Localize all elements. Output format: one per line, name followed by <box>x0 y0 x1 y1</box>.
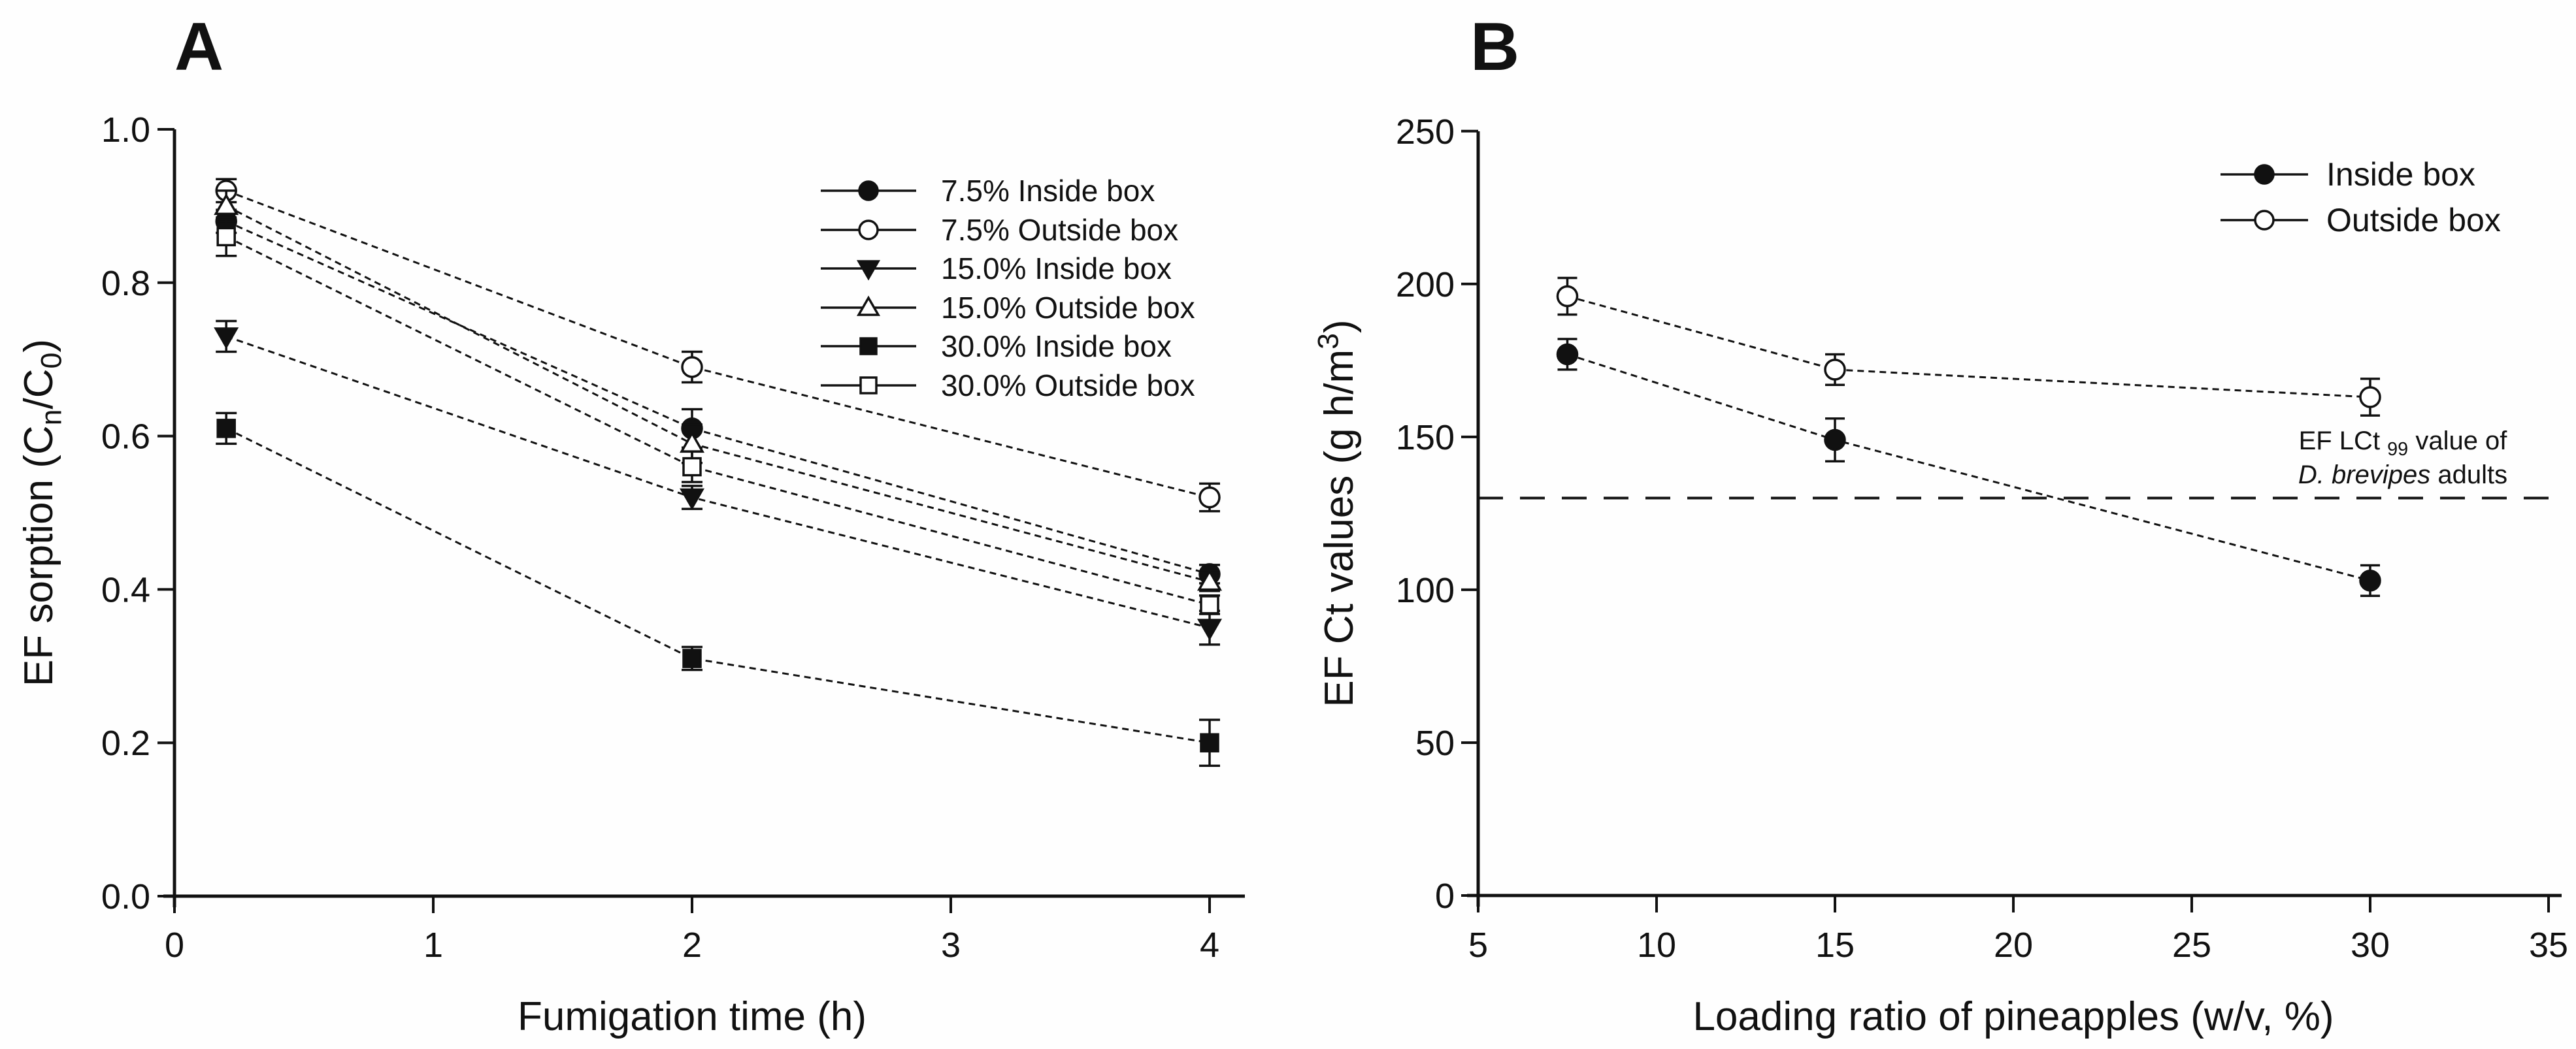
series-inside-box <box>1556 338 2381 598</box>
ref-line-annotation-line1: EF LCt 99 value of <box>2299 427 2508 460</box>
legend-item: Outside box <box>2221 202 2501 238</box>
x-tick-label: 4 <box>1200 926 1219 965</box>
y-tick-label: 250 <box>1396 112 1455 152</box>
data-point-marker <box>1197 569 1223 591</box>
data-point-marker <box>1200 595 1219 615</box>
data-point-marker <box>682 457 702 477</box>
data-point-marker <box>1197 619 1223 641</box>
data-point-marker <box>2359 570 2381 592</box>
ref-line-annotation-line2: D. brevipes adults <box>2298 460 2507 489</box>
legend-marker-circle-filled <box>2254 164 2275 185</box>
y-tick-label: 150 <box>1396 418 1455 457</box>
y-tick-label: 100 <box>1396 571 1455 610</box>
x-tick-label: 2 <box>682 926 702 965</box>
x-axis-title: Loading ratio of pineapples (w/v, %) <box>1693 994 2334 1039</box>
y-tick-label: 1.0 <box>101 110 150 150</box>
data-point-marker <box>2359 386 2381 408</box>
legend-item: 15.0% Inside box <box>821 251 1172 285</box>
y-tick-label: 0.4 <box>101 570 150 609</box>
x-tick-label: 1 <box>423 926 443 965</box>
legend-label: 7.5% Inside box <box>941 174 1155 208</box>
legend-marker-circle-open <box>2254 210 2275 231</box>
panel-letter: A <box>174 9 223 85</box>
x-axis-title: Fumigation time (h) <box>518 994 867 1039</box>
y-tick-label: 0 <box>1435 877 1455 916</box>
legend-label: 30.0% Inside box <box>941 329 1172 363</box>
series-line <box>1567 295 2371 398</box>
y-tick-label: 50 <box>1415 724 1455 763</box>
data-point-marker <box>681 356 703 378</box>
x-tick-label: 35 <box>2529 926 2568 965</box>
legend-marker-square-filled <box>859 337 878 355</box>
data-point-marker <box>214 327 239 349</box>
series-30-0-outside-box <box>216 216 1220 615</box>
y-tick-label: 0.6 <box>101 417 150 457</box>
legend: Inside box Outside box <box>2221 156 2501 238</box>
data-point-marker <box>1556 343 1579 366</box>
data-point-marker <box>1824 359 1846 381</box>
panel-A: A 0 1 2 3 4 0.0 0.2 0.4 0.6 0.8 1.0 Fumigation time … <box>16 9 1245 1039</box>
legend-marker-triangle-up-open <box>856 295 881 316</box>
legend-label: 30.0% Outside box <box>941 368 1195 402</box>
legend-item: 30.0% Inside box <box>821 329 1172 363</box>
data-point-marker <box>1198 486 1221 509</box>
x-tick-label: 25 <box>2172 926 2211 965</box>
legend-item: Inside box <box>2221 156 2475 193</box>
x-tick-label: 10 <box>1637 926 1676 965</box>
y-tick-label: 0.8 <box>101 264 150 303</box>
data-point-marker <box>216 227 236 247</box>
legend: 7.5% Inside box 7.5% Outside box 15.0% Ins… <box>821 174 1195 402</box>
legend-marker-triangle-down-filled <box>856 260 881 281</box>
legend-label: 15.0% Inside box <box>941 251 1172 285</box>
series-30-0-inside-box <box>216 412 1220 767</box>
y-axis-title: EF Ct values (g h/m3) <box>1313 319 1362 707</box>
data-point-marker <box>682 649 702 668</box>
legend-label: Outside box <box>2326 202 2501 238</box>
x-tick-label: 0 <box>165 926 184 965</box>
x-tick-label: 30 <box>2351 926 2390 965</box>
legend-label: 7.5% Outside box <box>941 213 1178 247</box>
legend-marker-square-open <box>859 376 878 395</box>
series-15-0-inside-box <box>214 319 1223 646</box>
series-line <box>225 427 1210 744</box>
x-tick-label: 20 <box>1994 926 2033 965</box>
series-outside-box <box>1556 276 2381 417</box>
x-tick-label: 3 <box>941 926 961 965</box>
legend-marker-circle-filled <box>858 180 879 201</box>
y-axis-title: EF sorption (Cn/C0) <box>16 339 68 686</box>
y-tick-label: 0.0 <box>101 877 150 916</box>
data-point-marker <box>214 193 239 216</box>
data-point-marker <box>1200 733 1219 752</box>
series-line <box>225 220 1210 575</box>
panel-letter: B <box>1470 9 1519 85</box>
y-tick-label: 200 <box>1396 265 1455 304</box>
x-tick-label: 5 <box>1468 926 1488 965</box>
legend-item: 7.5% Inside box <box>821 174 1155 208</box>
series-15-0-outside-box <box>214 189 1223 592</box>
panel-B: B 5 10 15 20 25 30 35 0 50 100 150 200 250 Loading rat… <box>1313 9 2568 1039</box>
data-point-marker <box>1556 285 1579 308</box>
y-tick-label: 0.2 <box>101 724 150 763</box>
legend-label: 15.0% Outside box <box>941 291 1195 325</box>
legend-marker-circle-open <box>858 219 879 240</box>
data-point-marker <box>216 419 236 438</box>
x-tick-label: 15 <box>1815 926 1855 965</box>
data-point-marker <box>1824 428 1846 451</box>
legend-item: 7.5% Outside box <box>821 213 1178 247</box>
series-line <box>1567 353 2371 582</box>
data-point-marker <box>679 488 705 511</box>
legend-item: 30.0% Outside box <box>821 368 1195 402</box>
legend-label: Inside box <box>2326 156 2475 193</box>
legend-item: 15.0% Outside box <box>821 291 1195 325</box>
